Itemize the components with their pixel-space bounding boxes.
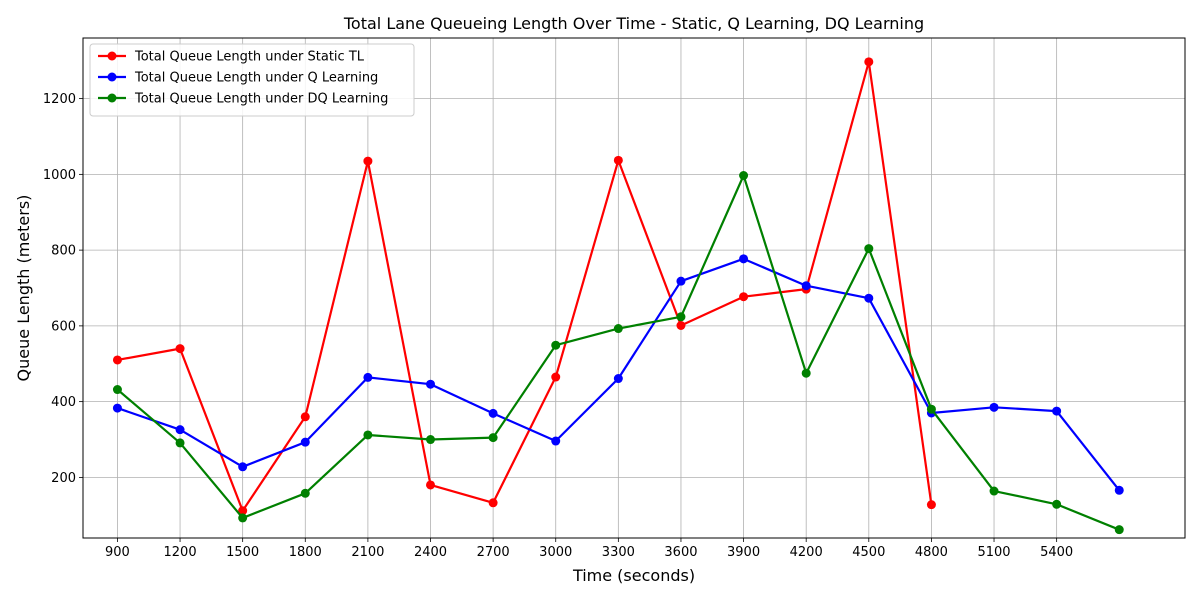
data-point <box>801 281 811 291</box>
data-point <box>989 402 999 412</box>
data-point <box>676 321 686 330</box>
legend-item: Total Queue Length under Static TL <box>98 50 365 65</box>
legend-label: Total Queue Length under Static TL <box>134 50 365 65</box>
data-point <box>363 430 373 440</box>
plot-frame <box>82 37 1186 539</box>
data-point <box>238 513 248 523</box>
x-axis: 900 1200 1500 1800 2100 2400 2700 3000 3300 3600 3… <box>105 538 1073 560</box>
legend-item: Total Queue Length under DQ Learning <box>98 92 388 107</box>
x-tick-label: 1500 <box>226 545 259 560</box>
legend-item: Total Queue Length under Q Learning <box>98 71 378 86</box>
x-tick-label: 4500 <box>852 545 885 560</box>
data-point <box>488 408 498 418</box>
data-point <box>926 500 936 510</box>
x-tick-label: 3600 <box>664 545 697 560</box>
x-tick-label: 5400 <box>1040 545 1073 560</box>
data-point <box>551 436 561 446</box>
data-point <box>613 155 623 165</box>
data-point <box>801 368 811 378</box>
y-tick-label: 600 <box>51 319 76 334</box>
x-tick-label: 5100 <box>977 545 1010 560</box>
x-tick-label: 3300 <box>602 545 635 560</box>
legend-marker <box>107 93 117 103</box>
data-point <box>175 344 185 354</box>
data-point <box>739 254 749 264</box>
x-tick-label: 2400 <box>414 545 447 560</box>
series-3 <box>112 171 1124 535</box>
data-point <box>739 171 749 180</box>
data-point <box>926 404 936 414</box>
data-point <box>112 385 122 395</box>
y-tick-label: 1200 <box>43 92 76 107</box>
y-axis: 200 400 600 800 1000 1200 <box>43 92 83 486</box>
data-point <box>300 437 310 447</box>
x-tick-label: 3000 <box>539 545 572 560</box>
y-axis-title: Queue Length (meters) <box>14 195 33 382</box>
data-point <box>864 244 874 254</box>
data-point <box>488 498 498 508</box>
data-point <box>363 372 373 382</box>
x-tick-label: 4800 <box>915 545 948 560</box>
legend-label: Total Queue Length under DQ Learning <box>134 92 388 107</box>
data-point <box>739 292 749 302</box>
x-axis-title: Time (seconds) <box>572 566 695 585</box>
data-point <box>864 293 874 303</box>
data-point <box>300 488 310 498</box>
x-tick-label: 4200 <box>790 545 823 560</box>
data-point <box>300 412 310 422</box>
x-tick-label: 2100 <box>351 545 384 560</box>
data-point <box>613 374 623 384</box>
data-point <box>238 506 248 516</box>
data-point <box>989 486 999 496</box>
data-point <box>1052 406 1062 416</box>
legend-marker <box>107 51 117 61</box>
series-layer <box>112 57 1124 535</box>
data-point <box>551 340 561 350</box>
data-point <box>676 312 686 322</box>
data-point <box>488 433 498 443</box>
data-point <box>1114 525 1124 535</box>
legend: Total Queue Length under Static TL Total … <box>89 43 415 117</box>
data-point <box>175 425 185 435</box>
data-point <box>864 57 874 67</box>
data-point <box>238 462 248 472</box>
chart-title: Total Lane Queueing Length Over Time - S… <box>343 14 924 33</box>
legend-frame <box>89 43 415 117</box>
y-tick-label: 400 <box>51 395 76 410</box>
legend-label: Total Queue Length under Q Learning <box>134 71 378 86</box>
series-2 <box>112 254 1124 495</box>
x-tick-label: 2700 <box>477 545 510 560</box>
x-tick-label: 1800 <box>289 545 322 560</box>
data-point <box>1052 499 1062 509</box>
data-point <box>1114 485 1124 495</box>
y-tick-label: 1000 <box>43 168 76 183</box>
data-point <box>112 355 122 365</box>
grid <box>83 38 1185 538</box>
series-line <box>117 60 933 512</box>
data-point <box>551 372 561 382</box>
legend-marker <box>107 72 117 82</box>
data-point <box>112 403 122 413</box>
data-point <box>426 435 436 445</box>
x-tick-label: 1200 <box>164 545 197 560</box>
data-point <box>363 156 373 166</box>
x-tick-label: 900 <box>105 545 130 560</box>
x-tick-label: 3900 <box>727 545 760 560</box>
data-point <box>676 276 686 286</box>
data-point <box>426 480 436 490</box>
y-tick-label: 200 <box>51 471 76 486</box>
data-point <box>613 324 623 334</box>
data-point <box>426 379 436 389</box>
y-tick-label: 800 <box>51 244 76 259</box>
data-point <box>175 438 185 448</box>
